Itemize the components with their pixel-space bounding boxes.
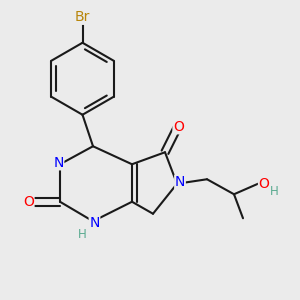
Text: O: O [23,195,34,209]
Text: N: N [53,156,64,170]
Text: N: N [89,216,100,230]
Text: H: H [270,185,279,198]
Text: Br: Br [75,10,90,24]
Text: H: H [78,228,87,241]
Text: O: O [259,177,269,191]
Text: O: O [173,120,184,134]
Text: N: N [175,175,185,189]
